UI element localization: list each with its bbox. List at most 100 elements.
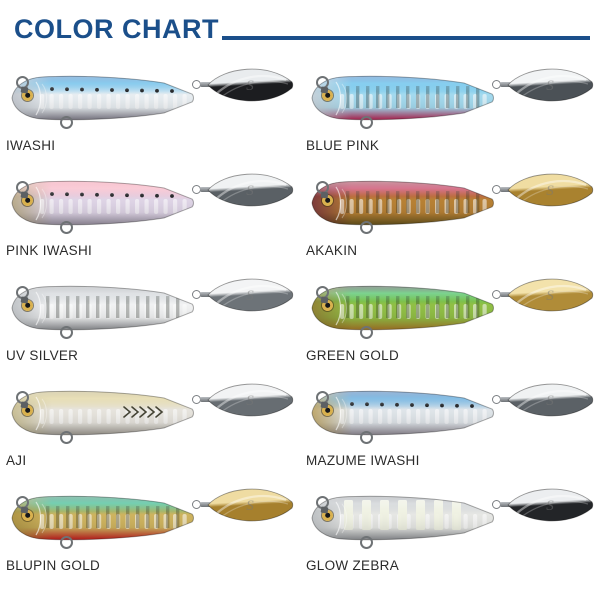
spinner-blade: S <box>506 484 594 526</box>
page-title: COLOR CHART <box>14 14 219 44</box>
belly-hook-ring <box>60 116 73 129</box>
lure-eye <box>322 300 333 311</box>
svg-text:S: S <box>546 393 554 409</box>
swivel-barrel <box>200 187 211 192</box>
swivel-connector <box>192 79 212 90</box>
color-name-label: IWASHI <box>6 138 56 153</box>
color-cell-mazume-iwashi[interactable]: S MAZUME IWASHI <box>300 373 600 478</box>
swivel-barrel <box>500 187 511 192</box>
lure-eye <box>322 405 333 416</box>
lure-image: S <box>300 268 600 346</box>
lure-image: S <box>300 163 600 241</box>
lure-eye <box>22 510 33 521</box>
swivel-barrel <box>200 502 211 507</box>
color-grid: S IWASHI <box>0 58 600 600</box>
line-tie-eyelet <box>16 181 29 194</box>
spinner-blade: S <box>206 64 294 106</box>
color-name-label: AKAKIN <box>306 243 358 258</box>
lure-image: S <box>0 373 300 451</box>
swivel-connector <box>192 184 212 195</box>
lure-image: S <box>300 373 600 451</box>
belly-hook-ring <box>360 326 373 339</box>
color-cell-blupin-gold[interactable]: S BLUPIN GOLD <box>0 478 300 583</box>
line-tie-eyelet <box>16 391 29 404</box>
svg-text:S: S <box>246 78 254 94</box>
color-cell-aji[interactable]: S AJI <box>0 373 300 478</box>
color-name-label: GREEN GOLD <box>306 348 400 363</box>
line-tie-eyelet <box>316 496 329 509</box>
color-name-label: BLUPIN GOLD <box>6 558 101 573</box>
swivel-connector <box>192 289 212 300</box>
color-cell-akakin[interactable]: S AKAKIN <box>300 163 600 268</box>
swivel-connector <box>492 289 512 300</box>
svg-text:S: S <box>246 288 254 304</box>
swivel-barrel <box>500 82 511 87</box>
belly-hook-ring <box>360 116 373 129</box>
lure-eye <box>22 90 33 101</box>
line-tie-eyelet <box>316 76 329 89</box>
swivel-barrel <box>200 292 211 297</box>
line-tie-eyelet <box>316 181 329 194</box>
color-cell-iwashi[interactable]: S IWASHI <box>0 58 300 163</box>
lure-eye <box>22 300 33 311</box>
belly-hook-ring <box>60 326 73 339</box>
lure-eye <box>322 510 333 521</box>
spinner-blade: S <box>506 379 594 421</box>
lure-eye <box>22 405 33 416</box>
swivel-connector <box>492 394 512 405</box>
color-name-label: UV SILVER <box>6 348 79 363</box>
lure-image: S <box>300 58 600 136</box>
lure-eye <box>322 195 333 206</box>
svg-text:S: S <box>546 183 554 199</box>
spinner-blade: S <box>206 169 294 211</box>
swivel-barrel <box>200 397 211 402</box>
swivel-connector <box>492 79 512 90</box>
belly-hook-ring <box>60 431 73 444</box>
color-cell-uv-silver[interactable]: S UV SILVER <box>0 268 300 373</box>
lure-body <box>6 387 196 444</box>
line-tie-eyelet <box>16 76 29 89</box>
page-header: COLOR CHART <box>0 0 600 58</box>
lure-body <box>306 492 496 549</box>
lure-body <box>306 387 496 444</box>
line-tie-eyelet <box>16 286 29 299</box>
lure-body <box>306 177 496 234</box>
lure-body <box>306 282 496 339</box>
lure-eye <box>322 90 333 101</box>
belly-hook-ring <box>60 221 73 234</box>
color-cell-pink-iwashi[interactable]: S PINK IWASHI <box>0 163 300 268</box>
title-rule <box>222 36 590 40</box>
color-cell-glow-zebra[interactable]: S GLOW ZEBRA <box>300 478 600 583</box>
spinner-blade: S <box>506 64 594 106</box>
line-tie-eyelet <box>316 391 329 404</box>
lure-body <box>6 492 196 549</box>
swivel-connector <box>192 499 212 510</box>
color-cell-blue-pink[interactable]: S BLUE PINK <box>300 58 600 163</box>
lure-body <box>6 72 196 129</box>
line-tie-eyelet <box>16 496 29 509</box>
swivel-connector <box>192 394 212 405</box>
swivel-barrel <box>500 397 511 402</box>
svg-text:S: S <box>546 288 554 304</box>
belly-hook-ring <box>60 536 73 549</box>
lure-body <box>6 177 196 234</box>
belly-hook-ring <box>360 431 373 444</box>
spinner-blade: S <box>506 274 594 316</box>
lure-image: S <box>0 58 300 136</box>
color-name-label: AJI <box>6 453 27 468</box>
svg-text:S: S <box>246 498 254 514</box>
svg-text:S: S <box>546 498 554 514</box>
lure-body <box>306 72 496 129</box>
color-name-label: PINK IWASHI <box>6 243 93 258</box>
swivel-barrel <box>200 82 211 87</box>
swivel-connector <box>492 184 512 195</box>
lure-body <box>6 282 196 339</box>
spinner-blade: S <box>206 274 294 316</box>
color-name-label: GLOW ZEBRA <box>306 558 400 573</box>
color-name-label: MAZUME IWASHI <box>306 453 420 468</box>
lure-image: S <box>0 268 300 346</box>
color-cell-green-gold[interactable]: S GREEN GOLD <box>300 268 600 373</box>
belly-hook-ring <box>360 221 373 234</box>
svg-text:S: S <box>246 183 254 199</box>
spinner-blade: S <box>206 379 294 421</box>
